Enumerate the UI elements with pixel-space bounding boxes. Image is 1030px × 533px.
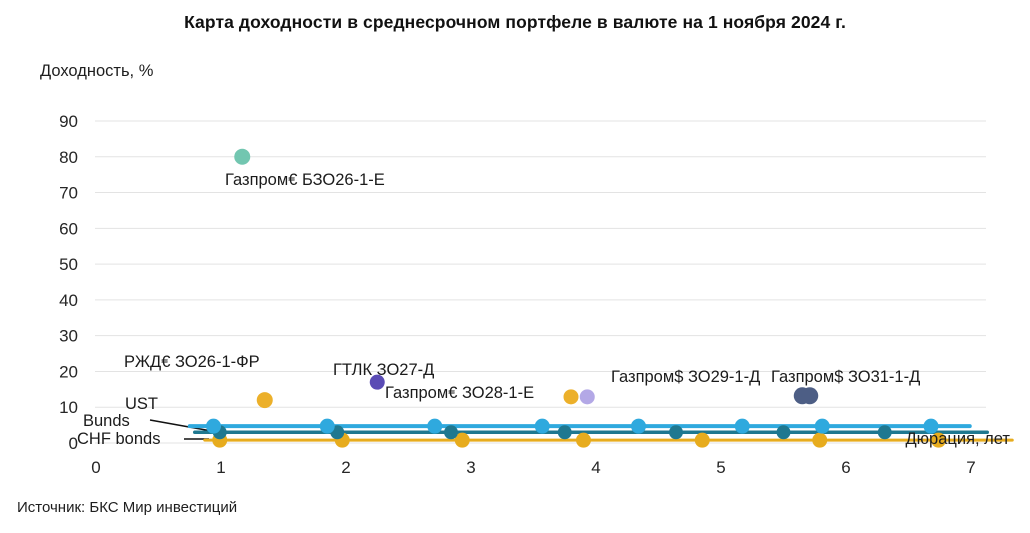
- x-axis-title: Дюрация, лет: [905, 430, 1011, 448]
- bond-label: Газпром€ БЗО26-1-Е: [225, 171, 385, 189]
- bond-point: [234, 148, 251, 165]
- benchmark-marker: [631, 418, 646, 434]
- benchmark-marker: [931, 432, 946, 448]
- x-tick-label: 3: [466, 458, 475, 477]
- y-tick-label: 60: [59, 219, 78, 238]
- x-tick-label: 6: [841, 458, 850, 477]
- bond-label: Газпром€ ЗО28-1-Е: [385, 384, 535, 402]
- benchmark-label: Bunds: [83, 412, 130, 430]
- callout-line: [149, 419, 218, 433]
- benchmark-marker: [694, 432, 710, 448]
- benchmark-marker: [557, 425, 572, 440]
- benchmark-marker: [734, 418, 750, 434]
- benchmark-marker: [877, 425, 892, 440]
- bond-label: РЖД€ ЗО26-1-ФР: [124, 353, 260, 371]
- benchmark-marker: [534, 418, 550, 434]
- y-tick-label: 70: [59, 184, 78, 203]
- bond-point: [579, 389, 595, 405]
- x-tick-label: 7: [966, 458, 975, 477]
- bond-point: [369, 374, 385, 390]
- bond-label: Газпром$ ЗО31-1-Д: [771, 368, 921, 386]
- bond-point: [563, 389, 579, 405]
- x-tick-label: 5: [716, 458, 725, 477]
- chart-title: Карта доходности в среднесрочном портфел…: [184, 12, 846, 32]
- y-tick-label: 30: [59, 327, 78, 346]
- benchmark-marker: [427, 418, 443, 434]
- benchmark-marker: [206, 418, 221, 434]
- benchmark-marker: [776, 425, 791, 440]
- benchmark-marker: [669, 425, 683, 440]
- benchmark-marker: [444, 425, 458, 440]
- bond-point: [801, 387, 819, 405]
- bond-label: ГТЛК ЗО27-Д: [333, 361, 435, 379]
- y-axis-title: Доходность, %: [40, 62, 154, 80]
- x-tick-label: 1: [216, 458, 225, 477]
- y-tick-label: 90: [59, 112, 78, 131]
- x-tick-label: 0: [91, 458, 100, 477]
- benchmark-marker: [454, 432, 470, 448]
- y-tick-label: 0: [69, 434, 78, 453]
- x-tick-label: 4: [591, 458, 600, 477]
- y-tick-label: 20: [59, 362, 78, 381]
- benchmark-marker: [319, 418, 335, 434]
- y-tick-label: 50: [59, 255, 78, 274]
- x-tick-label: 2: [341, 458, 350, 477]
- benchmark-marker: [923, 418, 939, 434]
- benchmark-marker: [576, 432, 591, 448]
- benchmark-label: CHF bonds: [77, 430, 161, 448]
- benchmark-label: UST: [125, 395, 158, 413]
- y-tick-label: 10: [59, 398, 78, 417]
- y-tick-label: 40: [59, 291, 78, 310]
- benchmark-marker: [814, 418, 830, 434]
- benchmark-marker: [812, 432, 828, 448]
- y-tick-label: 80: [59, 148, 78, 167]
- bond-label: Газпром$ ЗО29-1-Д: [611, 368, 761, 386]
- source-note: Источник: БКС Мир инвестиций: [17, 499, 238, 516]
- bond-point: [256, 392, 273, 409]
